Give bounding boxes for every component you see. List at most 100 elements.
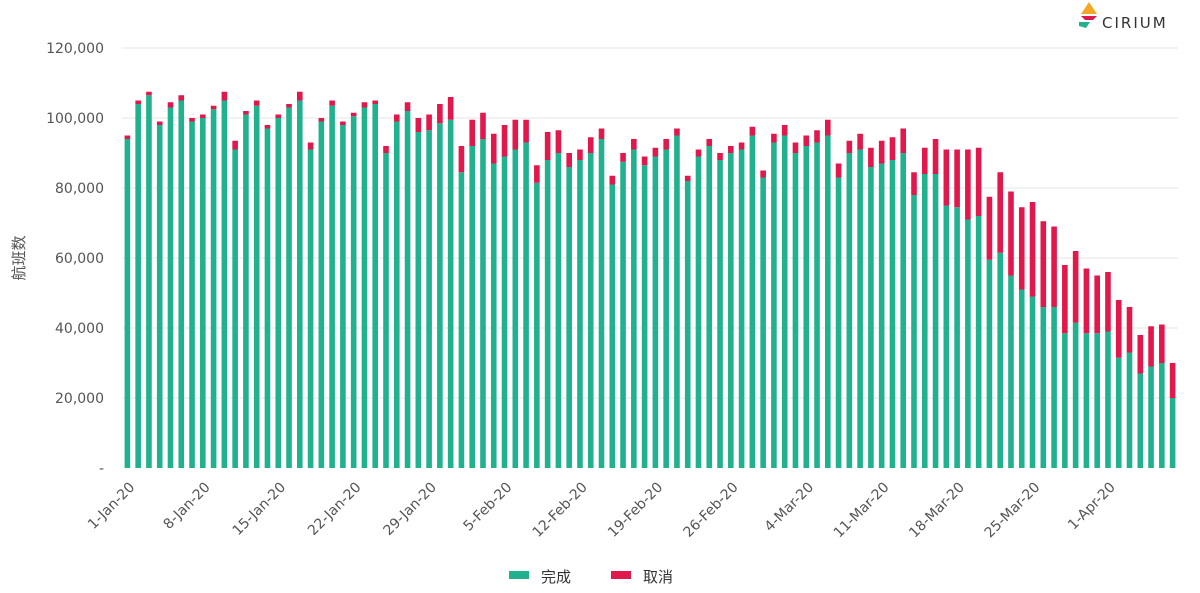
cirium-logo-icon bbox=[1079, 2, 1097, 28]
bar-completed bbox=[566, 167, 572, 468]
bar-cancelled bbox=[824, 119, 831, 136]
bar-cancelled bbox=[706, 139, 713, 146]
bar-cancelled bbox=[932, 139, 939, 174]
bar-completed bbox=[878, 163, 885, 468]
bar-cancelled bbox=[523, 119, 529, 143]
bar-completed bbox=[243, 114, 249, 468]
bar-completed bbox=[361, 107, 368, 468]
bar-cancelled bbox=[221, 91, 228, 101]
bar-cancelled bbox=[178, 95, 185, 101]
bar-completed bbox=[803, 146, 810, 468]
bar-completed bbox=[404, 111, 411, 468]
bar-cancelled bbox=[243, 111, 249, 115]
bar-completed bbox=[598, 139, 605, 468]
bar-cancelled bbox=[846, 140, 853, 153]
bar-completed bbox=[480, 139, 486, 468]
cirium-logo: CIRIUM bbox=[1079, 2, 1168, 32]
bar-cancelled bbox=[781, 125, 788, 136]
bar-completed bbox=[329, 105, 335, 468]
bar-completed bbox=[620, 161, 626, 468]
bar-completed bbox=[393, 121, 400, 468]
bar-completed bbox=[986, 259, 993, 468]
bar-completed bbox=[932, 174, 939, 468]
bar-completed bbox=[695, 156, 702, 468]
bar-cancelled bbox=[329, 100, 335, 106]
bar-completed bbox=[383, 153, 389, 468]
bar-cancelled bbox=[609, 175, 616, 185]
bar-cancelled bbox=[1105, 272, 1111, 332]
bar-cancelled bbox=[1126, 307, 1133, 353]
bar-completed bbox=[1148, 366, 1154, 468]
bar-completed bbox=[965, 219, 971, 468]
bar-completed bbox=[684, 181, 691, 468]
bar-cancelled bbox=[469, 119, 476, 146]
bar-cancelled bbox=[717, 153, 723, 160]
bar-cancelled bbox=[835, 163, 842, 178]
bar-cancelled bbox=[631, 139, 637, 150]
bar-cancelled bbox=[253, 100, 260, 106]
bar-cancelled bbox=[1148, 326, 1154, 367]
bar-completed bbox=[652, 156, 659, 468]
bar-cancelled bbox=[458, 146, 465, 173]
bar-completed bbox=[1018, 289, 1025, 468]
x-tick-label: 22-Jan-20 bbox=[305, 480, 364, 539]
bar-completed bbox=[674, 135, 680, 468]
bar-cancelled bbox=[943, 149, 950, 206]
x-tick-label: 8-Jan-20 bbox=[160, 480, 213, 533]
y-tick-label: 80,000 bbox=[55, 181, 104, 197]
bar-cancelled bbox=[975, 147, 982, 216]
bar-completed bbox=[1029, 296, 1036, 468]
bar-cancelled bbox=[738, 142, 745, 150]
x-tick-label: 15-Jan-20 bbox=[230, 480, 289, 539]
bar-completed bbox=[189, 121, 195, 468]
bar-completed bbox=[200, 118, 206, 468]
bar-cancelled bbox=[652, 147, 659, 157]
bar-completed bbox=[1115, 357, 1122, 468]
bar-completed bbox=[253, 105, 260, 468]
bar-completed bbox=[954, 207, 960, 468]
bar-completed bbox=[512, 149, 519, 468]
bar-cancelled bbox=[878, 140, 885, 164]
bar-cancelled bbox=[372, 100, 379, 104]
bar-cancelled bbox=[490, 133, 497, 164]
bar-completed bbox=[717, 160, 723, 468]
bar-cancelled bbox=[566, 153, 572, 167]
bar-completed bbox=[771, 142, 777, 468]
bar-cancelled bbox=[684, 175, 691, 181]
brand-name: CIRIUM bbox=[1102, 14, 1168, 32]
bar-cancelled bbox=[663, 139, 669, 150]
bar-cancelled bbox=[1159, 324, 1165, 363]
legend: 完成 取消 bbox=[509, 568, 673, 586]
bar-completed bbox=[544, 160, 551, 468]
bar-completed bbox=[760, 177, 766, 468]
bar-completed bbox=[1105, 331, 1111, 468]
y-axis-label: 航班数 bbox=[10, 235, 28, 280]
bar-cancelled bbox=[200, 114, 206, 118]
bar-completed bbox=[372, 104, 379, 468]
bar-completed bbox=[167, 107, 174, 468]
bar-completed bbox=[490, 163, 497, 468]
bar-completed bbox=[296, 100, 303, 468]
x-tick-label: 19-Feb-20 bbox=[605, 480, 666, 541]
bar-completed bbox=[868, 167, 874, 468]
bar-completed bbox=[1072, 322, 1079, 468]
bar-cancelled bbox=[426, 114, 432, 131]
bar-cancelled bbox=[124, 135, 131, 139]
bar-completed bbox=[156, 125, 163, 468]
bar-cancelled bbox=[1137, 335, 1144, 374]
bar-completed bbox=[835, 177, 842, 468]
bar-cancelled bbox=[814, 130, 820, 143]
x-tick-label: 4-Mar-20 bbox=[762, 480, 817, 535]
bar-completed bbox=[178, 100, 185, 468]
bar-completed bbox=[943, 205, 950, 468]
bar-completed bbox=[437, 123, 443, 468]
bar-cancelled bbox=[383, 146, 389, 153]
bar-cancelled bbox=[275, 114, 282, 118]
bar-completed bbox=[523, 142, 529, 468]
bar-cancelled bbox=[921, 147, 928, 174]
bar-completed bbox=[1126, 352, 1133, 468]
bar-cancelled bbox=[480, 112, 486, 139]
bars bbox=[124, 91, 1176, 468]
bar-completed bbox=[1062, 333, 1068, 468]
bar-cancelled bbox=[415, 118, 422, 132]
